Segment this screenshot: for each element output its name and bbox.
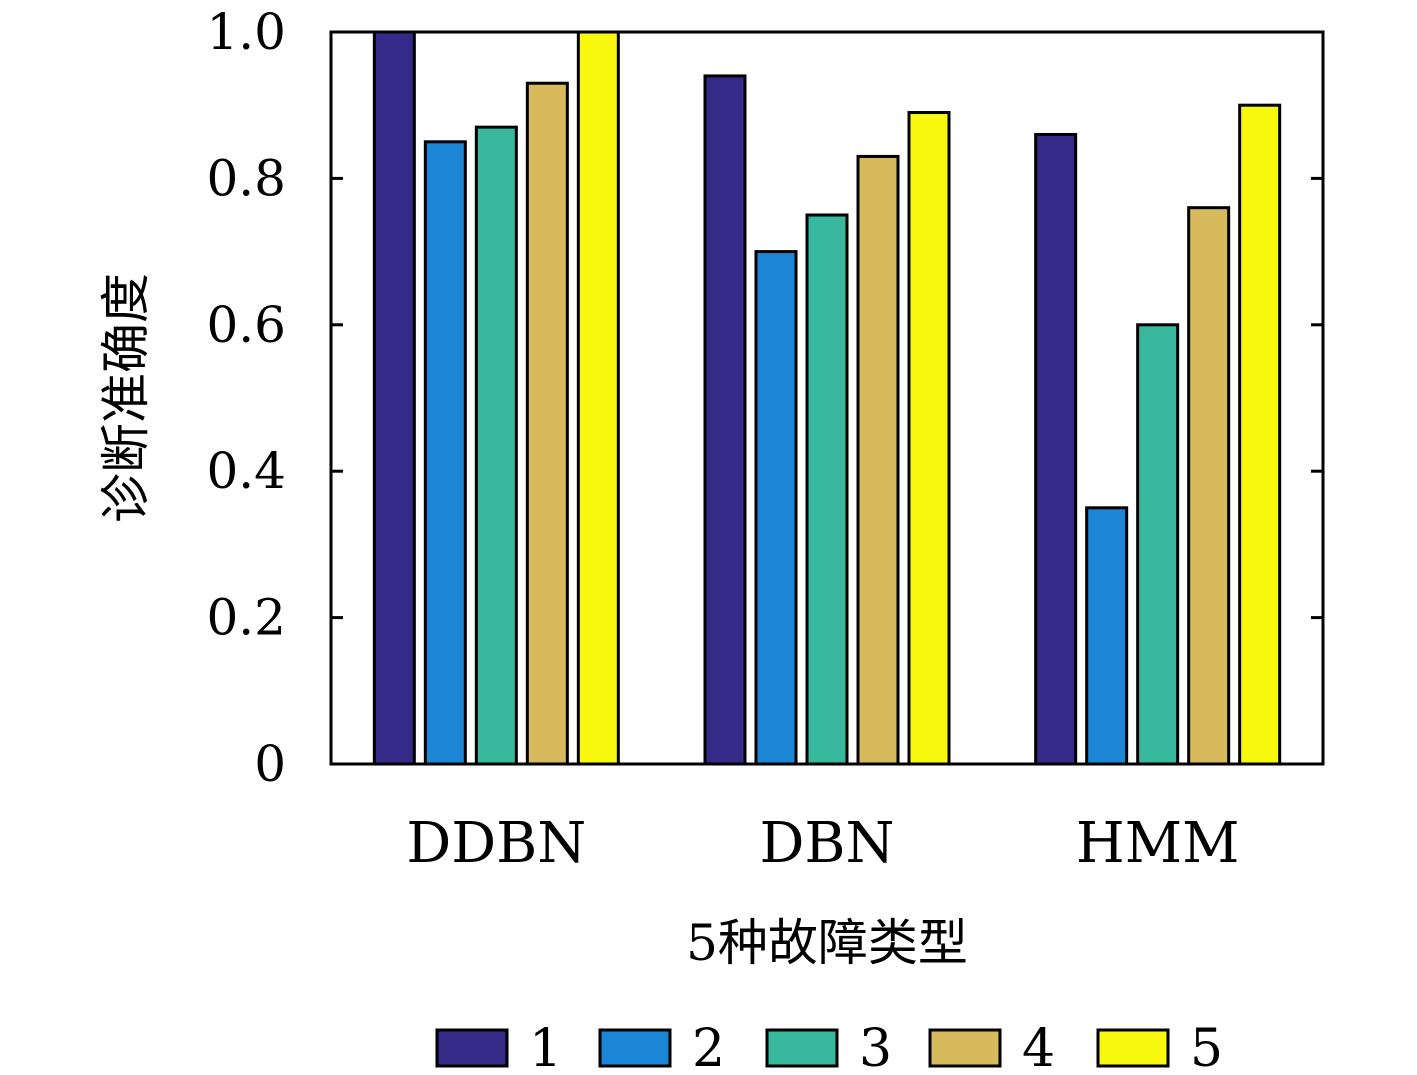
- x-axis: DDBN DBN HMM: [406, 811, 1239, 876]
- y-tick-label: 0.2: [206, 589, 286, 647]
- legend-label-4: 4: [1022, 1019, 1055, 1075]
- x-tick-label: DBN: [759, 811, 894, 876]
- bar-hmm-5: [1238, 103, 1282, 766]
- legend-swatch-3: [765, 1028, 839, 1068]
- bars-group: [372, 30, 1282, 766]
- legend-swatch-2: [598, 1028, 672, 1068]
- y-tick-label: 0: [254, 735, 286, 793]
- bar-ddbn-4: [525, 81, 569, 766]
- y-tick-label: 1.0: [206, 3, 286, 61]
- bar-hmm-3: [1136, 323, 1180, 766]
- bar-ddbn-5: [576, 30, 620, 766]
- bar-ddbn-3: [474, 125, 518, 766]
- legend-label-3: 3: [859, 1019, 892, 1075]
- bar-dbn-3: [805, 213, 849, 766]
- legend-swatch-5: [1096, 1028, 1170, 1068]
- bar-hmm-4: [1187, 206, 1231, 766]
- bar-ddbn-2: [423, 140, 467, 766]
- bar-dbn-1: [703, 74, 747, 766]
- legend-swatch-4: [928, 1028, 1002, 1068]
- legend-label-2: 2: [692, 1019, 725, 1075]
- x-axis-title: 5种故障类型: [686, 914, 968, 972]
- bar-ddbn-1: [372, 30, 416, 766]
- bar-dbn-2: [754, 250, 798, 766]
- legend-label-1: 1: [529, 1019, 562, 1075]
- legend-swatch-1: [435, 1028, 509, 1068]
- plot-frame: [329, 30, 1325, 766]
- bar-hmm-1: [1034, 132, 1078, 766]
- legend: 1 2 3 4 5: [435, 1019, 1223, 1075]
- y-tick-label: 0.6: [206, 296, 286, 354]
- y-tick-label: 0.8: [206, 149, 286, 207]
- bar-dbn-5: [907, 111, 951, 766]
- y-axis-title: 诊断准确度: [97, 273, 155, 523]
- x-tick-label: DDBN: [406, 811, 586, 876]
- bar-dbn-4: [856, 154, 900, 766]
- y-tick-label: 0.4: [206, 442, 286, 500]
- x-tick-label: HMM: [1076, 811, 1240, 876]
- bar-hmm-2: [1085, 506, 1129, 766]
- legend-label-5: 5: [1190, 1019, 1223, 1075]
- y-axis: 0 0.2 0.4 0.6 0.8 1.0: [206, 3, 1323, 793]
